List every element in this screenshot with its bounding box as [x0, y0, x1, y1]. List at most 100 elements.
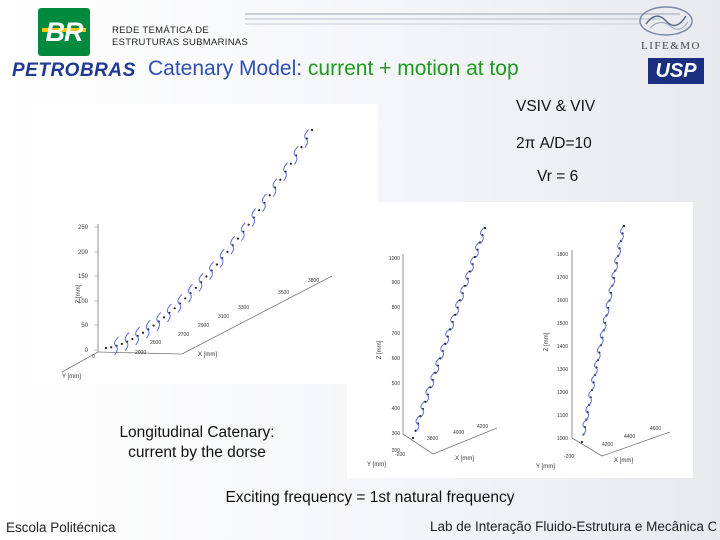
riser-oscillation-mark: [602, 314, 608, 332]
riser-point: [226, 250, 229, 253]
riser-oscillation-mark: [283, 162, 288, 182]
right-z-tick: 1300: [557, 367, 568, 373]
riser-point: [205, 275, 208, 278]
riser-point: [279, 178, 282, 181]
riser-oscillation-mark: [272, 178, 278, 197]
riser-point: [141, 331, 145, 334]
riser-point: [310, 128, 314, 132]
riser-oscillation-mark: [198, 272, 204, 292]
riser-oscillation-mark: [480, 226, 485, 244]
right-x-tick: 4200: [602, 442, 613, 448]
middle-z-tick: 500: [392, 381, 401, 387]
riser-point: [289, 162, 292, 165]
left-z-tick: 100: [78, 299, 89, 305]
org-line-2: ESTRUTURAS SUBMARINAS: [112, 37, 249, 48]
right-z-tick: 1100: [557, 413, 568, 419]
middle-y-tick: -200: [395, 452, 405, 458]
middle-z-tick: 400: [392, 406, 401, 412]
header-decorative-lines: [245, 13, 680, 25]
br-logo-text: BR: [45, 17, 84, 47]
param-vr: Vr = 6: [537, 168, 579, 185]
lifemo-label: LIFE&MO: [641, 40, 701, 52]
riser-oscillation-mark: [470, 255, 475, 273]
left-z-tick: 50: [81, 323, 88, 329]
left-x-tick: 3500: [278, 290, 289, 296]
left-y-label: Y [mm]: [62, 374, 81, 380]
right-z-label: Z [mm]: [544, 332, 550, 351]
riser-oscillation-mark: [596, 344, 602, 361]
riser-point: [247, 223, 250, 226]
middle-x-tick: 3800: [427, 436, 438, 442]
riser-point: [580, 440, 584, 444]
riser-oscillation-mark: [304, 129, 310, 148]
title-prefix: Catenary Model:: [148, 57, 308, 80]
riser-oscillation-mark: [593, 359, 599, 376]
riser-oscillation-mark: [435, 357, 441, 374]
riser-oscillation-mark: [450, 313, 456, 331]
left-catenary-plot: 250 200 150 100 50 0 Z [mm] 0 2000 2500 …: [32, 104, 378, 384]
left-z-tick: 200: [78, 250, 89, 256]
middle-z-tick: 300: [392, 431, 401, 437]
middle-z-tick: 700: [392, 331, 401, 337]
param-amplitude: 2π A/D=10: [516, 135, 592, 152]
riser-oscillation-mark: [219, 248, 225, 268]
riser-oscillation-mark: [617, 239, 622, 257]
left-x-tick: 2500: [150, 340, 161, 346]
riser-oscillation-mark: [591, 374, 596, 391]
riser-oscillation-mark: [177, 294, 183, 313]
riser-oscillation-mark: [611, 269, 617, 287]
riser-oscillation-mark: [455, 299, 461, 316]
left-z-tick: 250: [78, 225, 89, 231]
left-x-tick: 3100: [218, 314, 229, 320]
right-y-tick: -200: [564, 454, 574, 460]
riser-point: [184, 297, 187, 300]
riser-oscillation-mark: [608, 284, 614, 302]
riser-oscillation-mark: [230, 235, 236, 255]
middle-x-tick: 4200: [477, 424, 488, 430]
longitudinal-caption-line-1: Longitudinal Catenary:: [119, 424, 275, 441]
riser-oscillation-mark: [114, 336, 119, 356]
left-x-label: X [mm]: [198, 352, 217, 358]
middle-z-tick: 200: [392, 448, 401, 454]
petrobras-wordmark: PETROBRAS: [12, 60, 136, 81]
left-x-tick: 2900: [198, 323, 209, 329]
footer-lab: Lab de Interação Fluido-Estrutura e Mecâ…: [430, 519, 716, 534]
exciting-frequency-caption: Exciting frequency = 1st natural frequen…: [225, 489, 515, 506]
riser-oscillation-mark: [614, 254, 620, 272]
longitudinal-caption: Longitudinal Catenary: current by the do…: [102, 423, 292, 463]
left-z-tick: 150: [78, 274, 89, 280]
org-name: REDE TEMÁTICA DE ESTRUTURAS SUBMARINAS: [112, 25, 248, 49]
riser-oscillation-mark: [588, 388, 594, 406]
riser-oscillation-mark: [460, 284, 465, 302]
left-x-tick: 2000: [135, 350, 146, 356]
riser-oscillation-mark: [585, 403, 591, 421]
title-highlight: current + motion at top: [307, 57, 519, 80]
riser-oscillation-mark: [465, 270, 470, 288]
lifemo-emblem-icon: [639, 6, 693, 36]
riser-point: [194, 286, 197, 289]
left-riser-configurations: [104, 128, 314, 356]
riser-oscillation-mark: [188, 283, 193, 303]
riser-point: [215, 263, 219, 266]
param-vsiv: VSIV & VIV: [516, 98, 596, 115]
left-x-tick: 3300: [238, 305, 249, 311]
riser-oscillation-mark: [240, 222, 246, 242]
riser-point: [622, 224, 626, 228]
right-x-label: X [mm]: [614, 458, 633, 464]
riser-oscillation-mark: [582, 418, 588, 436]
riser-point: [110, 346, 113, 349]
riser-oscillation-mark: [440, 342, 446, 360]
riser-oscillation-mark: [430, 371, 436, 389]
middle-riser-configurations: [411, 226, 487, 440]
riser-oscillation-mark: [420, 400, 426, 418]
right-z-tick: 1800: [557, 252, 568, 258]
left-x-tick: 2700: [178, 332, 189, 338]
riser-point: [131, 337, 134, 341]
riser-oscillation-mark: [415, 415, 421, 432]
riser-oscillation-mark: [145, 319, 151, 339]
right-z-tick: 1500: [557, 321, 568, 327]
left-origin-tick: 0: [92, 354, 95, 360]
middle-z-tick: 900: [392, 280, 401, 286]
left-z-label: Z [mm]: [76, 284, 82, 303]
petrobras-br-logo: BR: [38, 8, 90, 56]
